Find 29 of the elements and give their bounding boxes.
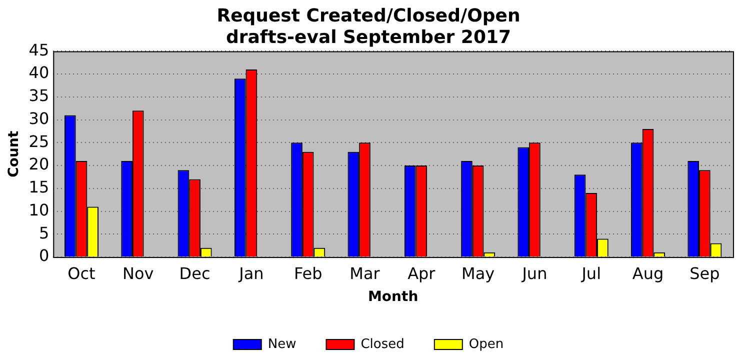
y-tick-label: 30 [28,108,50,128]
y-tick-label: 5 [38,223,50,242]
legend-label: Open [468,336,504,352]
x-tick-label: Sep [690,264,720,283]
x-axis-title: Month [368,289,418,306]
y-tick-label: 10 [28,200,50,220]
y-tick-label: 40 [28,63,50,82]
x-tick-label: May [462,264,495,283]
chart-subtitle: drafts-eval September 2017 [226,27,512,48]
x-tick-label: Feb [294,264,322,283]
x-tick-label: Oct [68,264,96,283]
x-tick-label: Dec [179,264,210,283]
legend-label: New [268,336,297,352]
y-tick-label: 15 [28,178,50,197]
x-tick-label: Jan [238,264,264,283]
x-tick-label: Jul [580,264,602,283]
chart-title: Request Created/Closed/Open [216,5,520,26]
x-tick-label: Aug [632,264,664,283]
x-tick-label: Nov [122,264,154,283]
legend-label: Closed [360,336,404,352]
y-tick-label: 0 [38,246,50,266]
y-tick-label: 25 [28,132,50,151]
x-tick-label: Jun [521,264,548,283]
x-tick-label: Apr [408,264,436,283]
y-tick-label: 35 [28,86,50,106]
y-tick-label: 45 [28,40,50,60]
y-axis-title: Count [6,130,22,178]
y-tick-label: 20 [28,154,50,174]
x-tick-label: Mar [350,264,380,283]
